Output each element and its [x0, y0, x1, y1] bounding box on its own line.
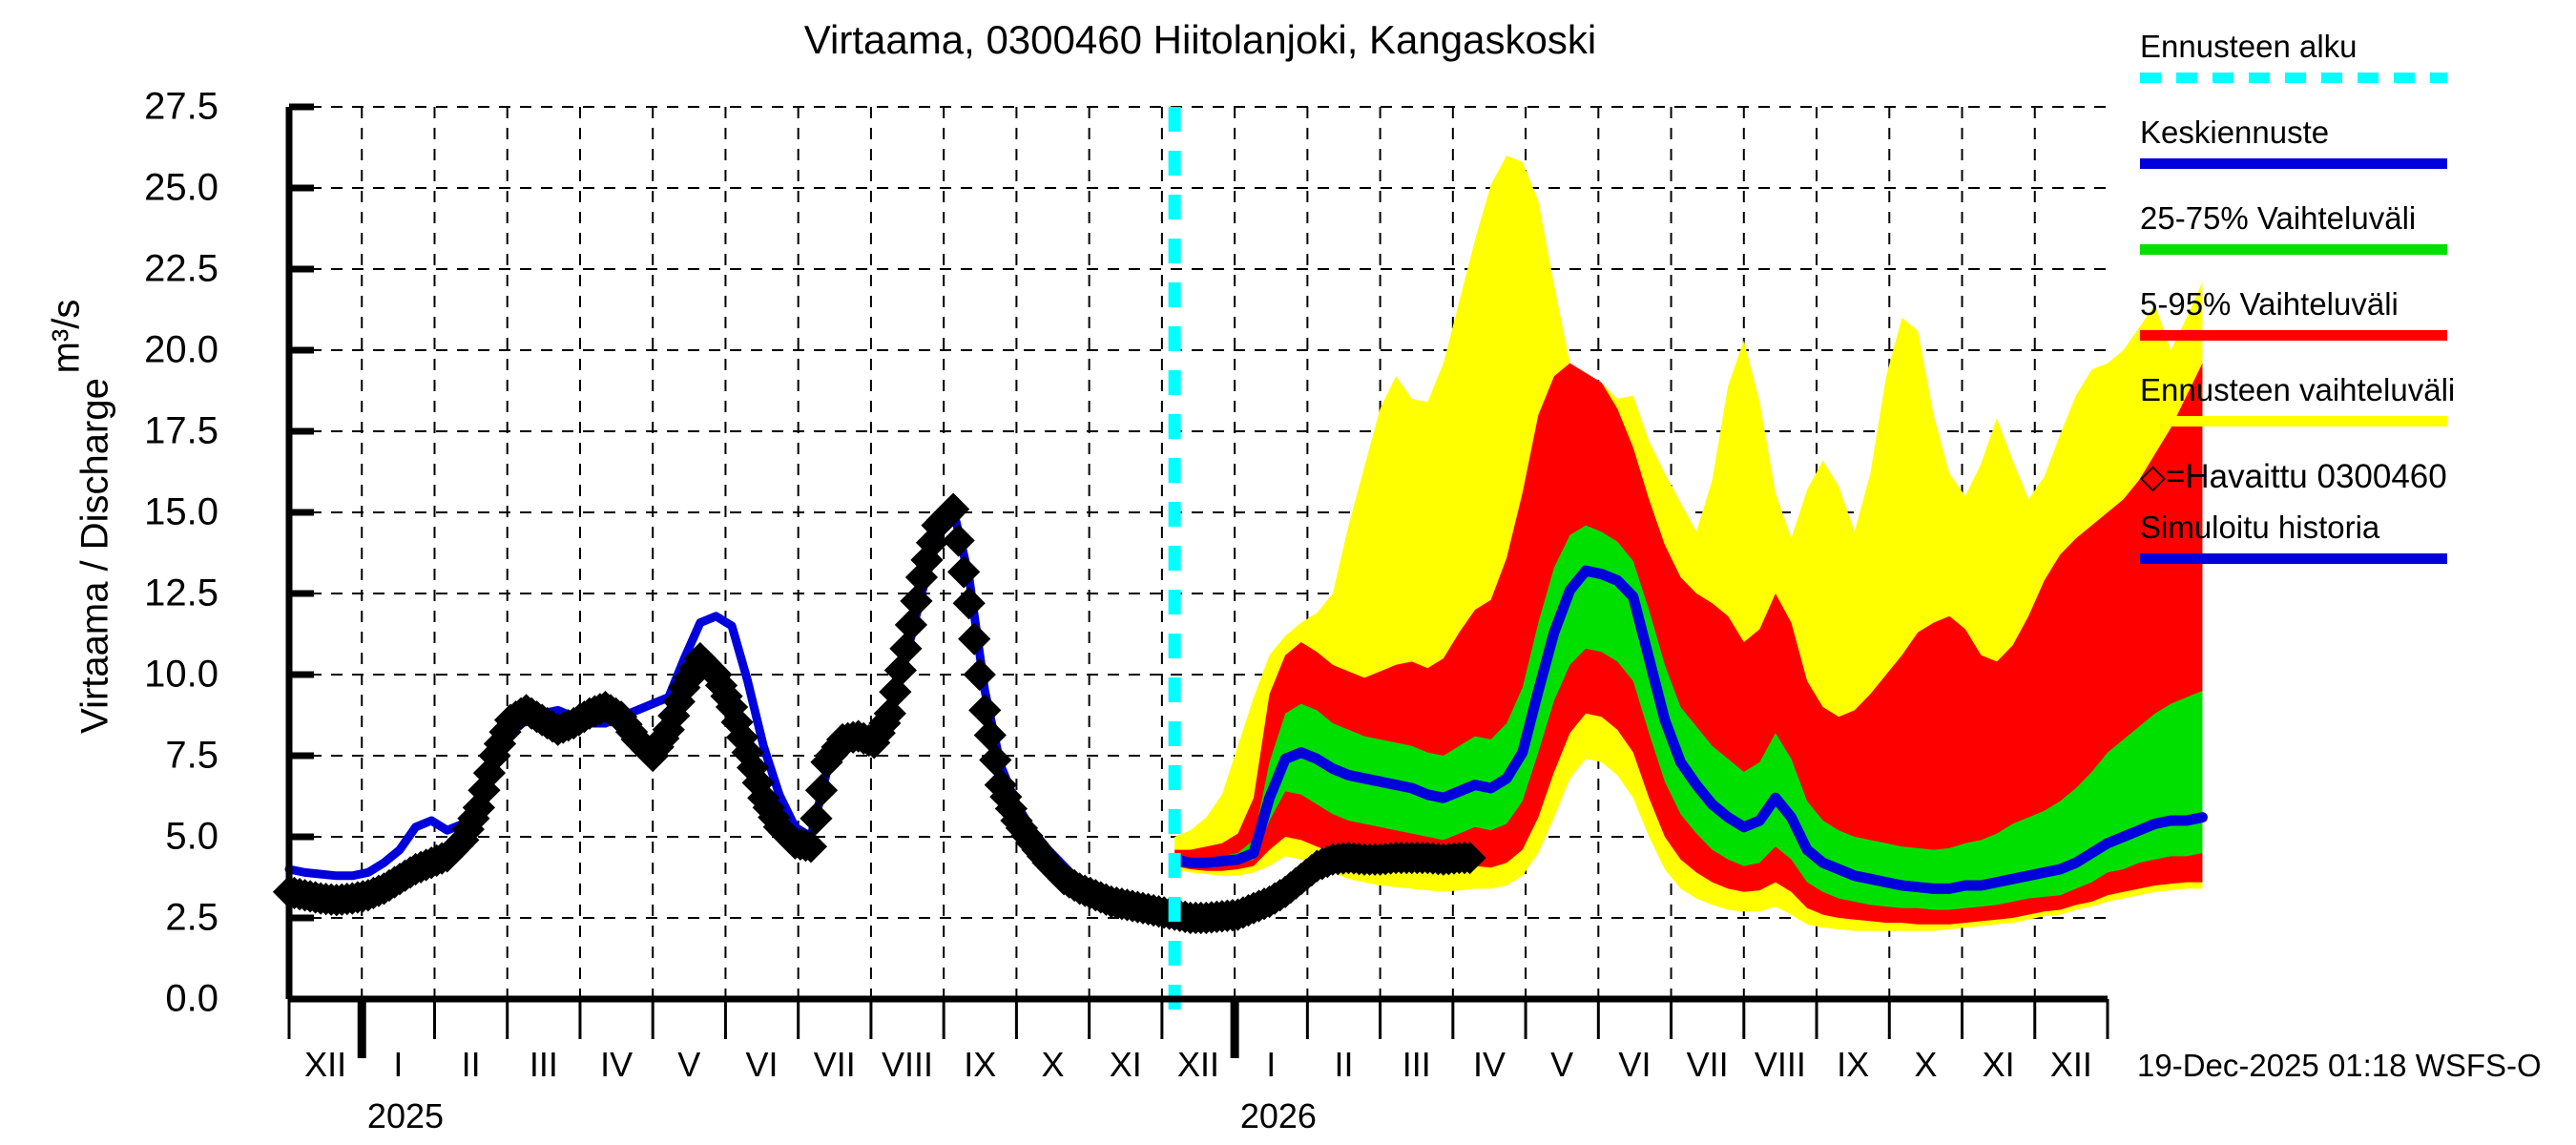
x-tick-label: V — [1550, 1045, 1574, 1084]
legend-swatch-forecast-start — [2140, 73, 2447, 83]
y-tick-label: 20.0 — [144, 328, 218, 371]
y-tick-label: 7.5 — [165, 734, 218, 777]
y-tick-label: 22.5 — [144, 247, 218, 290]
x-tick-label: V — [677, 1045, 701, 1084]
x-tick-label: VIII — [882, 1045, 934, 1084]
x-tick-label: VI — [1618, 1045, 1652, 1084]
median-forecast-line — [1169, 565, 2208, 894]
x-tick-label: III — [529, 1045, 558, 1084]
legend-swatch-p5-p95-band — [2140, 330, 2447, 341]
legend-label-simulated-history: Simuloitu historia — [2140, 510, 2380, 545]
x-tick-label: XII — [304, 1045, 347, 1084]
y-tick-label: 15.0 — [144, 490, 218, 533]
x-axis-year-label: 2025 — [366, 1096, 445, 1135]
x-tick-label: I — [393, 1045, 404, 1084]
x-tick-label: XII — [1176, 1045, 1220, 1084]
x-tick-label: IV — [1472, 1045, 1506, 1084]
x-tick-label: X — [1041, 1045, 1065, 1084]
x-tick-label: VII — [1686, 1045, 1729, 1084]
legend-label-iqr-band: 25-75% Vaihteluväli — [2140, 200, 2417, 236]
legend-swatch-full-range-band — [2140, 416, 2447, 427]
x-tick-label: VIII — [1754, 1045, 1806, 1084]
x-tick-label: II — [1334, 1045, 1354, 1084]
footer-timestamp: 19-Dec-2025 01:18 WSFS-O — [2137, 1048, 2542, 1083]
y-tick-label: 5.0 — [165, 815, 218, 858]
x-tick-label: IX — [1837, 1045, 1870, 1084]
x-tick-label: VII — [813, 1045, 856, 1084]
x-tick-label: IX — [964, 1045, 997, 1084]
observed-markers — [272, 492, 1486, 935]
iqr-band — [1174, 525, 2203, 910]
x-tick-label: IV — [600, 1045, 634, 1084]
legend-swatch-iqr-band — [2140, 244, 2447, 255]
x-tick-label: III — [1402, 1045, 1431, 1084]
legend-label-p5-p95-band: 5-95% Vaihteluväli — [2140, 286, 2399, 322]
x-tick-label: I — [1266, 1045, 1277, 1084]
x-axis-year-label: 2026 — [1239, 1096, 1317, 1135]
y-tick-label: 12.5 — [144, 572, 218, 614]
x-tick-label: II — [461, 1045, 481, 1084]
y-tick-label: 2.5 — [165, 896, 218, 939]
chart-title: Virtaama, 0300460 Hiitolanjoki, Kangasko… — [803, 17, 1597, 62]
y-tick-label: 17.5 — [144, 409, 218, 452]
legend-label-forecast-start: Ennusteen alku — [2140, 29, 2358, 64]
legend-label-median-forecast: Keskiennuste — [2140, 114, 2330, 150]
x-tick-label: XI — [1109, 1045, 1142, 1084]
legend-swatch-simulated-history — [2140, 553, 2447, 564]
x-tick-label: X — [1914, 1045, 1938, 1084]
legend-label-full-range-band: Ennusteen vaihteluväli — [2140, 372, 2456, 407]
y-tick-label: 27.5 — [144, 85, 218, 128]
y-tick-label: 0.0 — [165, 977, 218, 1020]
x-tick-label: XI — [1982, 1045, 2015, 1084]
legend-label-observed: ◇=Havaittu 0300460 — [2140, 458, 2447, 495]
y-tick-label: 10.0 — [144, 653, 218, 696]
x-tick-label: XII — [2049, 1045, 2092, 1084]
legend-swatch-median-forecast — [2140, 158, 2447, 169]
y-tick-label: 25.0 — [144, 166, 218, 209]
x-tick-label: VI — [745, 1045, 779, 1084]
